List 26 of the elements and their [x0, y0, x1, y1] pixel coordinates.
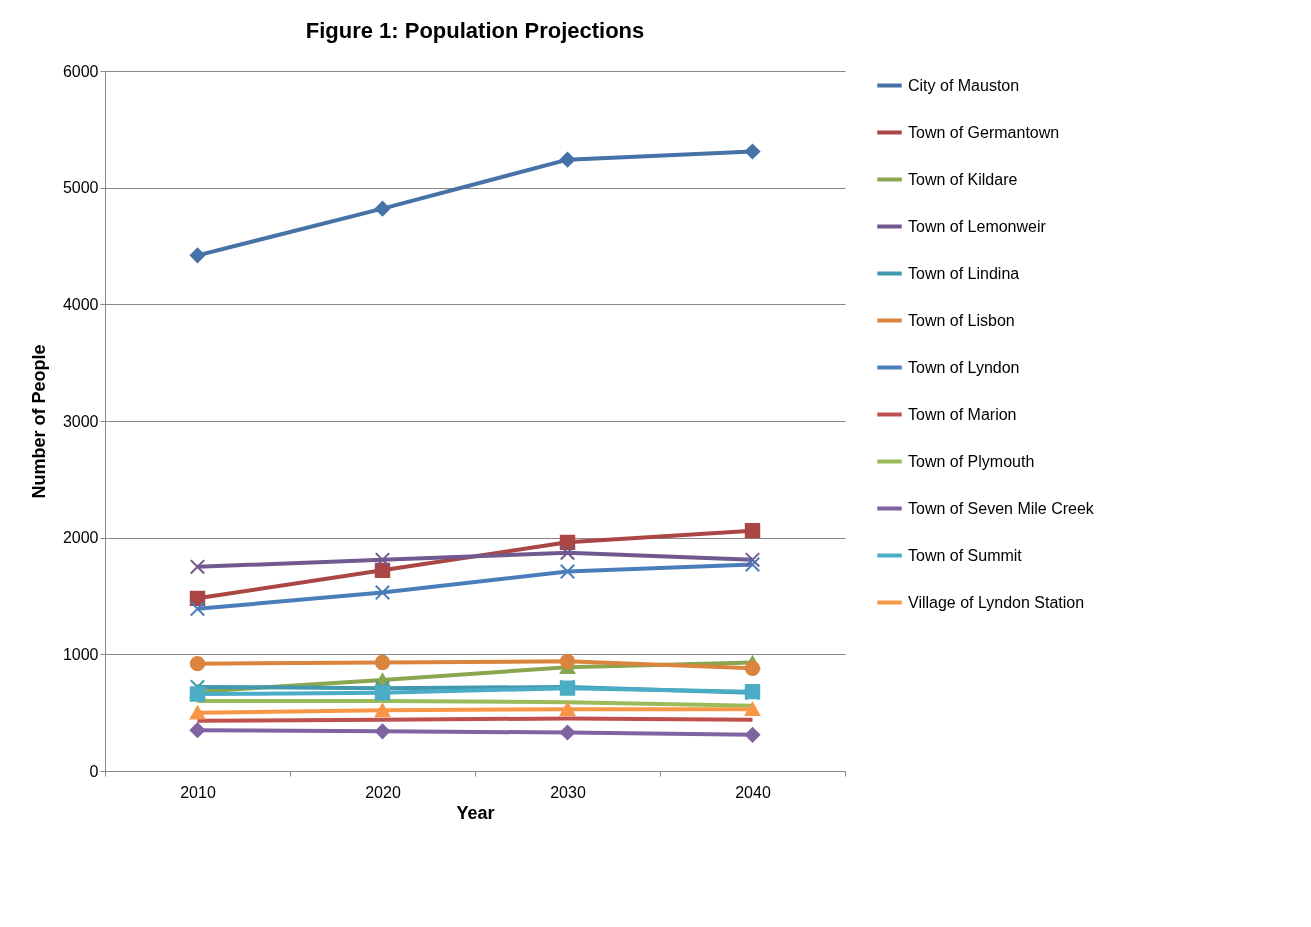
y-tick-label: 3000	[62, 412, 99, 430]
legend-label: Town of Kildare	[908, 170, 1018, 188]
legend-label: Town of Lemonweir	[908, 217, 1047, 235]
x-axis-title: Year	[456, 802, 495, 823]
y-axis-title: Number of People	[28, 344, 49, 499]
legend-label: Town of Seven Mile Creek	[908, 499, 1095, 517]
y-tick-label: 2000	[62, 529, 99, 547]
y-tick-label: 4000	[62, 295, 99, 313]
chart-title: Figure 1: Population Projections	[305, 18, 645, 43]
x-tick-label: 2030	[550, 783, 586, 801]
legend-label: Town of Plymouth	[908, 452, 1035, 470]
legend-label: Town of Summit	[908, 546, 1023, 564]
x-tick-label: 2010	[180, 783, 216, 801]
x-tick-label: 2020	[365, 783, 401, 801]
y-tick-label: 1000	[62, 645, 99, 663]
y-tick-label: 6000	[62, 62, 99, 80]
legend-label: Town of Marion	[908, 405, 1017, 423]
legend-label: Town of Lyndon	[908, 358, 1020, 376]
legend-label: Village of Lyndon Station	[908, 593, 1085, 611]
y-tick-label: 0	[89, 762, 99, 780]
legend-label: Town of Germantown	[908, 123, 1060, 141]
legend-label: Town of Lisbon	[908, 311, 1015, 329]
legend-label: City of Mauston	[908, 76, 1020, 94]
y-tick-label: 5000	[62, 179, 99, 197]
x-tick-label: 2040	[735, 783, 771, 801]
legend-label: Town of Lindina	[908, 264, 1020, 282]
